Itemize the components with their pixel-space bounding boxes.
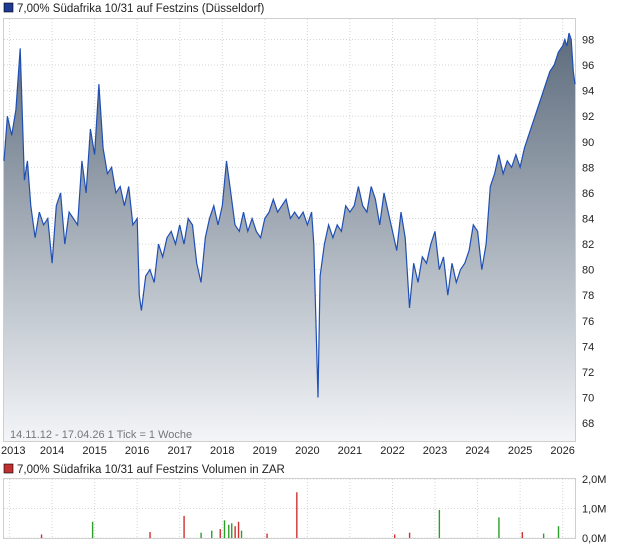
volume-bar [237,521,240,538]
price-y-tick-label: 92 [582,111,594,123]
volume-bar [183,515,185,538]
volume-bar [266,533,268,538]
price-y-axis: 68 70 72 74 76 78 80 82 84 86 88 90 92 94 96 98 [582,34,594,430]
price-legend-swatch [3,2,14,13]
price-x-tick-label: 2023 [423,445,447,457]
volume-bar [542,533,545,538]
price-y-tick-label: 74 [582,341,594,353]
price-legend-label: 7,00% Südafrika 10/31 auf Festzins (Düss… [17,3,265,15]
price-y-tick-label: 70 [582,393,594,405]
volume-bar [438,509,441,538]
volume-bar [40,534,43,538]
price-y-tick-label: 76 [582,316,594,328]
volume-bar [296,492,298,538]
price-y-tick-label: 86 [582,188,594,200]
volume-bar [234,526,236,538]
price-y-tick-label: 90 [582,137,594,149]
price-x-tick-label: 2024 [465,445,489,457]
price-x-tick-label: 2022 [380,445,404,457]
price-y-tick-label: 72 [582,367,594,379]
volume-y-axis: 0,0M 1,0M 2,0M [582,474,606,545]
volume-bar [498,517,500,538]
time-range-caption: 14.11.12 - 17.04.26 1 Tick = 1 Woche [10,429,192,441]
volume-legend-label: 7,00% Südafrika 10/31 auf Festzins Volum… [17,464,285,476]
volume-bar [240,530,243,538]
volume-bar [219,529,221,538]
volume-y-tick-label: 1,0M [582,504,606,516]
volume-bar [200,532,202,538]
volume-gridlines [4,478,575,539]
price-x-tick-label: 2021 [338,445,362,457]
price-x-tick-label: 2013 [1,445,25,457]
price-y-tick-label: 80 [582,265,594,277]
price-x-tick-label: 2020 [295,445,319,457]
volume-bar [393,534,396,538]
price-x-tick-label: 2025 [508,445,532,457]
volume-bar [557,526,560,538]
price-y-tick-label: 88 [582,162,594,174]
price-y-tick-label: 96 [582,60,594,72]
price-x-tick-label: 2019 [253,445,277,457]
price-y-tick-label: 68 [582,418,594,430]
price-x-tick-label: 2016 [125,445,149,457]
volume-bar [231,523,233,538]
volume-y-tick-label: 2,0M [582,474,606,486]
price-y-tick-label: 78 [582,290,594,302]
price-x-tick-label: 2018 [210,445,234,457]
price-x-tick-label: 2026 [550,445,574,457]
price-y-tick-label: 84 [582,213,594,225]
volume-bar [149,532,151,538]
volume-bar [223,520,226,538]
price-y-tick-label: 94 [582,86,594,98]
volume-bar [211,530,213,538]
price-x-tick-label: 2017 [167,445,191,457]
volume-legend-swatch [3,463,14,474]
volume-bar [91,521,94,538]
volume-bar [408,532,411,538]
volume-bar [521,532,524,538]
price-area-fill [4,33,575,441]
price-x-axis: 2013 2014 2015 2016 2017 2018 2019 2020 2021 2022… [1,445,575,457]
price-x-tick-label: 2015 [82,445,106,457]
price-x-tick-label: 2014 [40,445,64,457]
price-y-tick-label: 98 [582,34,594,46]
price-y-tick-label: 82 [582,239,594,251]
volume-y-tick-label: 0,0M [582,533,606,545]
price-plot-frame [3,18,576,442]
price-line [3,32,576,398]
volume-bar [228,524,230,538]
volume-bars [40,492,560,538]
